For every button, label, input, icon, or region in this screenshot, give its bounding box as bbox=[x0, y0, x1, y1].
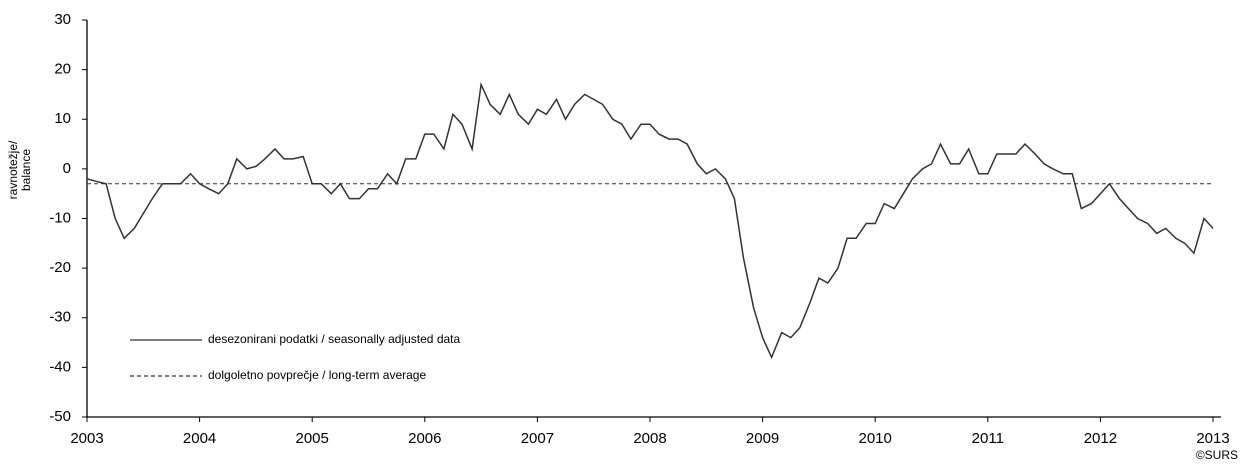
y-tick-label: 10 bbox=[54, 110, 71, 127]
x-tick-label: 2008 bbox=[633, 430, 666, 447]
series-line bbox=[86, 81, 1214, 360]
copyright: ©SURS bbox=[1196, 448, 1238, 462]
y-axis-label-line: balance bbox=[19, 149, 33, 191]
y-tick-label: -50 bbox=[49, 408, 71, 425]
x-tick-label: 2011 bbox=[972, 430, 1004, 447]
y-tick-label: 20 bbox=[54, 61, 71, 78]
x-tick-label: 2007 bbox=[521, 430, 554, 447]
x-tick-label: 2003 bbox=[70, 430, 103, 447]
legend-label: desezonirani podatki / seasonally adjust… bbox=[208, 332, 460, 346]
y-axis-label-line: ravnotežje/ bbox=[6, 140, 20, 199]
x-tick-label: 2006 bbox=[408, 430, 441, 447]
x-tick-label: 2013 bbox=[1196, 430, 1229, 447]
y-tick-label: -10 bbox=[49, 209, 71, 226]
x-tick-label: 2010 bbox=[859, 430, 892, 447]
x-tick-label: 2005 bbox=[296, 430, 329, 447]
y-tick-label: -20 bbox=[49, 259, 71, 276]
y-tick-label: -40 bbox=[49, 358, 71, 375]
x-tick-label: 2009 bbox=[746, 430, 779, 447]
y-axis-label: ravnotežje/balance bbox=[6, 140, 33, 199]
y-tick-label: 0 bbox=[63, 160, 71, 177]
legend-label: dolgoletno povprečje / long-term average bbox=[208, 368, 426, 382]
x-tick-label: 2012 bbox=[1084, 430, 1117, 447]
x-tick-label: 2004 bbox=[183, 430, 216, 447]
y-tick-label: -30 bbox=[49, 309, 71, 326]
y-tick-label: 30 bbox=[54, 11, 71, 28]
